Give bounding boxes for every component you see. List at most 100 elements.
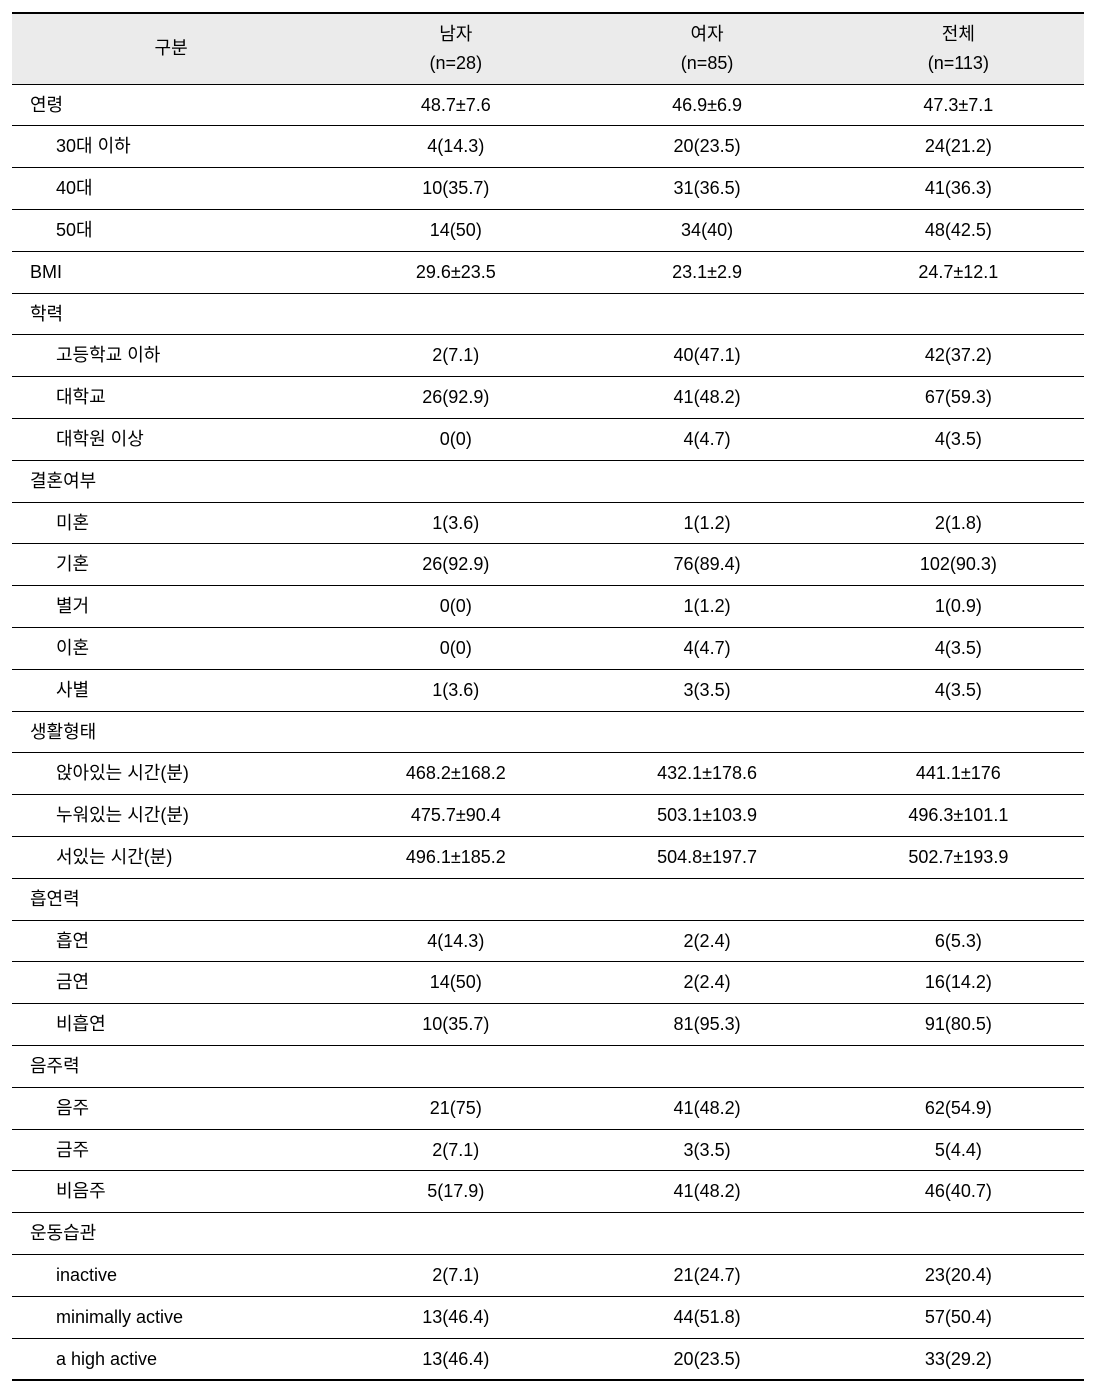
row-value: 46.9±6.9 <box>581 84 832 126</box>
row-value: 102(90.3) <box>833 544 1084 586</box>
table-row: 50대14(50)34(40)48(42.5) <box>12 209 1084 251</box>
row-value <box>330 1045 581 1087</box>
row-value: 26(92.9) <box>330 377 581 419</box>
row-value: 4(3.5) <box>833 418 1084 460</box>
table-row: 운동습관 <box>12 1213 1084 1255</box>
row-value: 502.7±193.9 <box>833 836 1084 878</box>
row-value: 67(59.3) <box>833 377 1084 419</box>
row-value: 81(95.3) <box>581 1004 832 1046</box>
row-label: 이혼 <box>12 627 330 669</box>
row-value <box>581 293 832 335</box>
row-label: 흡연 <box>12 920 330 962</box>
row-value: 1(3.6) <box>330 502 581 544</box>
table-row: 흡연4(14.3)2(2.4)6(5.3) <box>12 920 1084 962</box>
row-label: 미혼 <box>12 502 330 544</box>
table-row: 결혼여부 <box>12 460 1084 502</box>
row-value: 76(89.4) <box>581 544 832 586</box>
table-row: 이혼0(0)4(4.7)4(3.5) <box>12 627 1084 669</box>
row-label: 학력 <box>12 293 330 335</box>
row-value: 1(0.9) <box>833 586 1084 628</box>
table-row: 연령48.7±7.646.9±6.947.3±7.1 <box>12 84 1084 126</box>
row-value <box>330 293 581 335</box>
table-row: 대학원 이상0(0)4(4.7)4(3.5) <box>12 418 1084 460</box>
table-row: minimally active13(46.4)44(51.8)57(50.4) <box>12 1296 1084 1338</box>
row-label: 금연 <box>12 962 330 1004</box>
row-value <box>833 1213 1084 1255</box>
row-label: 40대 <box>12 168 330 210</box>
row-label: a high active <box>12 1338 330 1380</box>
row-label: inactive <box>12 1254 330 1296</box>
row-value: 21(24.7) <box>581 1254 832 1296</box>
row-value: 57(50.4) <box>833 1296 1084 1338</box>
row-value: 441.1±176 <box>833 753 1084 795</box>
row-value: 475.7±90.4 <box>330 795 581 837</box>
row-value: 14(50) <box>330 962 581 1004</box>
row-value: 62(54.9) <box>833 1087 1084 1129</box>
row-value: 4(14.3) <box>330 126 581 168</box>
row-value: 34(40) <box>581 209 832 251</box>
table-row: 흡연력 <box>12 878 1084 920</box>
row-value: 46(40.7) <box>833 1171 1084 1213</box>
row-label: 별거 <box>12 586 330 628</box>
row-value: 44(51.8) <box>581 1296 832 1338</box>
row-value: 2(1.8) <box>833 502 1084 544</box>
row-value: 3(3.5) <box>581 1129 832 1171</box>
row-value: 21(75) <box>330 1087 581 1129</box>
table-row: 생활형태 <box>12 711 1084 753</box>
row-value: 496.1±185.2 <box>330 836 581 878</box>
table-row: 금연14(50)2(2.4)16(14.2) <box>12 962 1084 1004</box>
row-label: 흡연력 <box>12 878 330 920</box>
row-value: 26(92.9) <box>330 544 581 586</box>
row-label: 서있는 시간(분) <box>12 836 330 878</box>
row-value <box>581 460 832 502</box>
row-value: 13(46.4) <box>330 1338 581 1380</box>
row-value: 41(36.3) <box>833 168 1084 210</box>
table-row: 기혼26(92.9)76(89.4)102(90.3) <box>12 544 1084 586</box>
row-value: 33(29.2) <box>833 1338 1084 1380</box>
table-row: BMI29.6±23.523.1±2.924.7±12.1 <box>12 251 1084 293</box>
table-row: 별거0(0)1(1.2)1(0.9) <box>12 586 1084 628</box>
row-label: 50대 <box>12 209 330 251</box>
row-value: 20(23.5) <box>581 126 832 168</box>
row-value: 41(48.2) <box>581 377 832 419</box>
row-label: BMI <box>12 251 330 293</box>
table-row: 음주21(75)41(48.2)62(54.9) <box>12 1087 1084 1129</box>
row-value: 2(2.4) <box>581 920 832 962</box>
table-header-row: 구분 남자 (n=28) 여자 (n=85) 전체 (n=113) <box>12 13 1084 84</box>
row-value: 24.7±12.1 <box>833 251 1084 293</box>
row-value <box>581 1045 832 1087</box>
row-value <box>581 711 832 753</box>
table-row: 사별1(3.6)3(3.5)4(3.5) <box>12 669 1084 711</box>
row-label: 비음주 <box>12 1171 330 1213</box>
row-label: 고등학교 이하 <box>12 335 330 377</box>
row-value <box>833 1045 1084 1087</box>
row-value: 41(48.2) <box>581 1087 832 1129</box>
row-value: 20(23.5) <box>581 1338 832 1380</box>
row-value: 1(3.6) <box>330 669 581 711</box>
table-row: 비흡연10(35.7)81(95.3)91(80.5) <box>12 1004 1084 1046</box>
row-value: 5(4.4) <box>833 1129 1084 1171</box>
table-row: 고등학교 이하2(7.1)40(47.1)42(37.2) <box>12 335 1084 377</box>
row-value: 23.1±2.9 <box>581 251 832 293</box>
row-value: 503.1±103.9 <box>581 795 832 837</box>
row-value: 3(3.5) <box>581 669 832 711</box>
row-value: 91(80.5) <box>833 1004 1084 1046</box>
table-row: 30대 이하4(14.3)20(23.5)24(21.2) <box>12 126 1084 168</box>
header-female: 여자 (n=85) <box>581 13 832 84</box>
row-value: 23(20.4) <box>833 1254 1084 1296</box>
row-value <box>833 460 1084 502</box>
table-row: a high active13(46.4)20(23.5)33(29.2) <box>12 1338 1084 1380</box>
header-male-sub: (n=28) <box>340 49 571 78</box>
row-value <box>581 1213 832 1255</box>
table-row: 학력 <box>12 293 1084 335</box>
header-total-sub: (n=113) <box>843 49 1074 78</box>
row-value: 4(14.3) <box>330 920 581 962</box>
table-row: 앉아있는 시간(분)468.2±168.2432.1±178.6441.1±17… <box>12 753 1084 795</box>
header-female-sub: (n=85) <box>591 49 822 78</box>
row-value: 5(17.9) <box>330 1171 581 1213</box>
row-label: 30대 이하 <box>12 126 330 168</box>
row-value: 4(3.5) <box>833 669 1084 711</box>
row-value: 13(46.4) <box>330 1296 581 1338</box>
row-label: 금주 <box>12 1129 330 1171</box>
table-row: 대학교26(92.9)41(48.2)67(59.3) <box>12 377 1084 419</box>
